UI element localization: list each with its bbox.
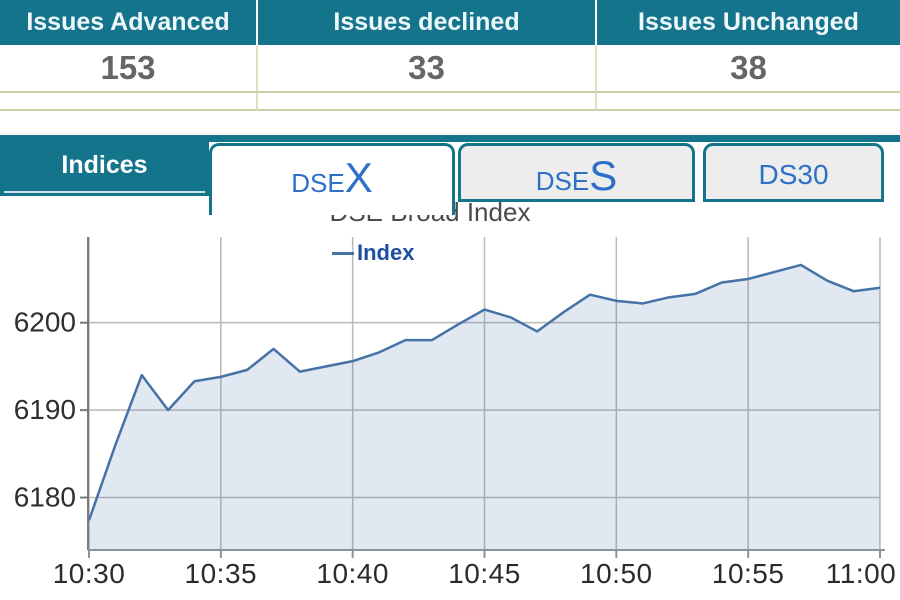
stat-header-issues-advanced: Issues Advanced [0, 0, 258, 45]
tab-dses-prefix: DSE [535, 166, 590, 196]
tab-dsex-suffix: X [344, 154, 373, 201]
stat-filler-cell [0, 93, 258, 111]
stat-filler-cell [258, 93, 597, 111]
stat-filler-cell [597, 93, 900, 111]
x-axis-label: 11:00 [826, 558, 897, 589]
series-area [89, 264, 880, 550]
y-axis-label: 6200 [14, 307, 76, 338]
stat-value-issues-unchanged: 38 [597, 45, 900, 93]
series-line [87, 263, 881, 521]
tab-ds30[interactable]: DS30 [703, 143, 884, 202]
y-axis-label: 6190 [14, 394, 76, 425]
indices-label-text: Indices [61, 151, 148, 179]
x-axis-label: 10:50 [580, 558, 653, 589]
stat-value-issues-declined: 33 [258, 45, 597, 93]
x-axis-label: 10:40 [316, 558, 389, 589]
tab-dsex[interactable]: DSEX [209, 143, 455, 215]
legend-line-icon [332, 251, 354, 255]
tab-strip-line [0, 135, 900, 142]
chart-legend[interactable]: Index [332, 240, 414, 266]
indices-section-label: Indices [0, 135, 209, 196]
x-axis-label: 10:35 [185, 558, 258, 589]
tab-dses-suffix: S [589, 152, 618, 199]
legend-label: Index [357, 240, 415, 265]
stat-header-issues-declined: Issues declined [258, 0, 597, 45]
tab-dses[interactable]: DSES [458, 143, 695, 202]
stat-header-issues-unchanged: Issues Unchanged [597, 0, 900, 45]
issues-stats-table: Issues Advanced Issues declined Issues U… [0, 0, 900, 111]
tab-ds30-label: DS30 [758, 159, 829, 190]
x-axis-label: 10:30 [53, 558, 126, 589]
y-axis-label: 6180 [14, 482, 76, 513]
stat-value-issues-advanced: 153 [0, 45, 258, 93]
x-axis-label: 10:55 [712, 558, 785, 589]
x-axis-label: 10:45 [448, 558, 521, 589]
tab-dsex-prefix: DSE [291, 168, 345, 198]
